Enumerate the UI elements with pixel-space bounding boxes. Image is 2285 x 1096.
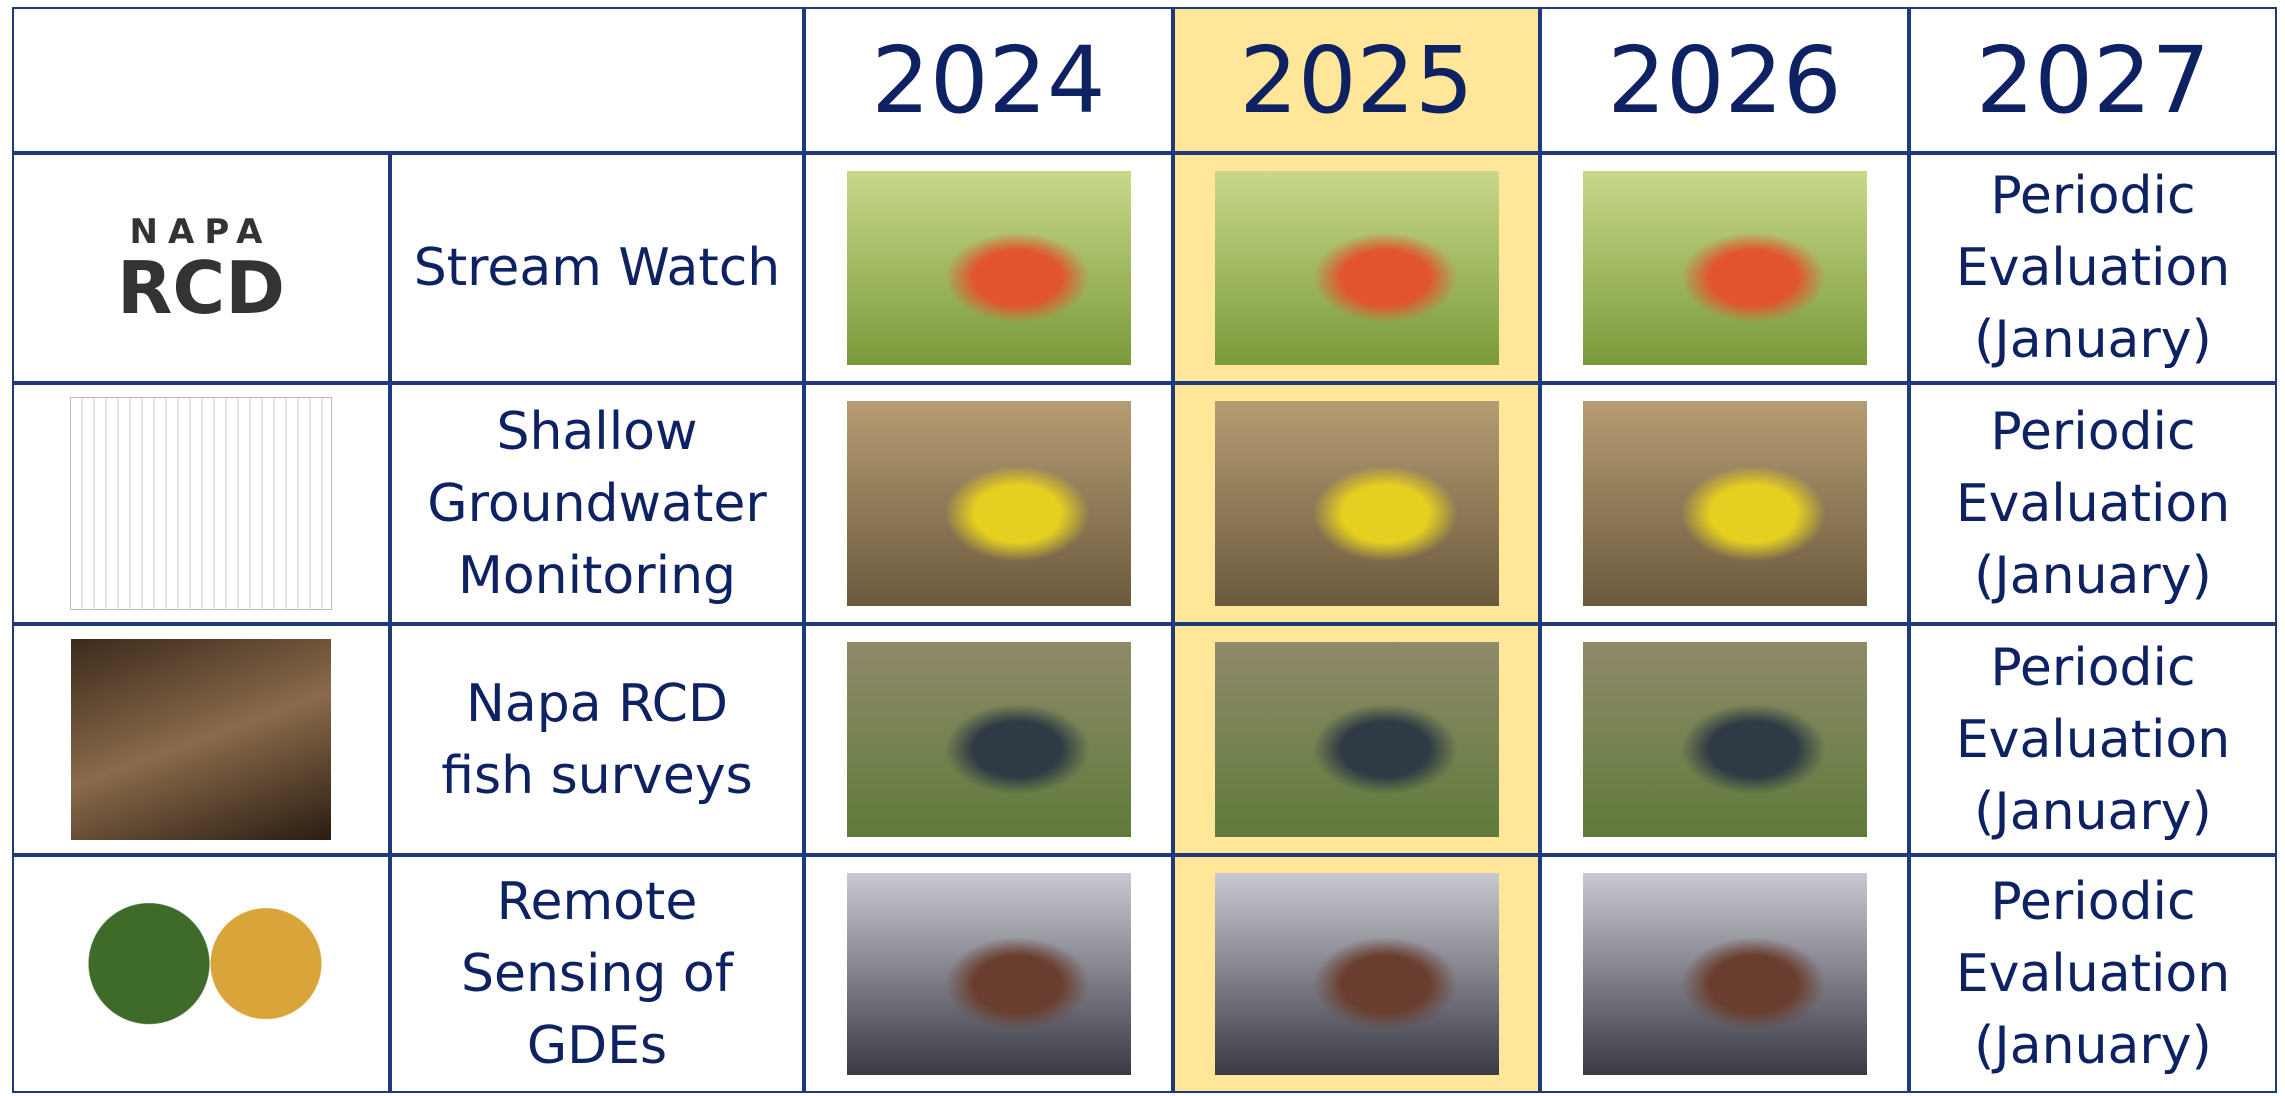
photo-cell [1173,624,1540,855]
photo [846,401,1131,606]
program-name: Remote Sensing of GDEs [390,855,804,1093]
photo-cell [804,624,1173,855]
logo-bottom: RCD [116,246,286,330]
photo [1214,171,1499,365]
photo [1214,401,1499,606]
photo [1582,171,1867,365]
logo-top: NAPA [129,212,273,252]
row-image [12,624,390,855]
header-blank [12,7,804,153]
year-header: 2026 [1540,7,1909,153]
photo-cell [1540,624,1909,855]
photo-cell [804,855,1173,1093]
photo [846,873,1131,1075]
photo [1582,401,1867,606]
photo-cell [1540,383,1909,624]
row-image [12,383,390,624]
year-header: 2024 [804,7,1173,153]
year-header: 2027 [1909,7,2277,153]
program-name: Napa RCD fish surveys [390,624,804,855]
thumbnail [70,397,332,610]
photo-cell [1173,383,1540,624]
photo-cell [1540,855,1909,1093]
photo-cell [804,153,1173,383]
photo-cell [1173,153,1540,383]
program-name: Shallow Groundwater Monitoring [390,383,804,624]
photo [846,642,1131,837]
evaluation-note: Periodic Evaluation (January) [1909,153,2277,383]
thumbnail [71,639,331,840]
row-image [12,855,390,1093]
photo [1582,873,1867,1075]
photo [1214,873,1499,1075]
evaluation-note: Periodic Evaluation (January) [1909,624,2277,855]
thumbnail [71,870,331,1078]
evaluation-note: Periodic Evaluation (January) [1909,383,2277,624]
photo-cell [1173,855,1540,1093]
photo [1214,642,1499,837]
evaluation-note: Periodic Evaluation (January) [1909,855,2277,1093]
program-name: Stream Watch [390,153,804,383]
row-image: NAPA RCD [12,153,390,383]
photo-cell [1540,153,1909,383]
year-header: 2025 [1173,7,1540,153]
photo-cell [804,383,1173,624]
photo [1582,642,1867,837]
photo [846,171,1131,365]
